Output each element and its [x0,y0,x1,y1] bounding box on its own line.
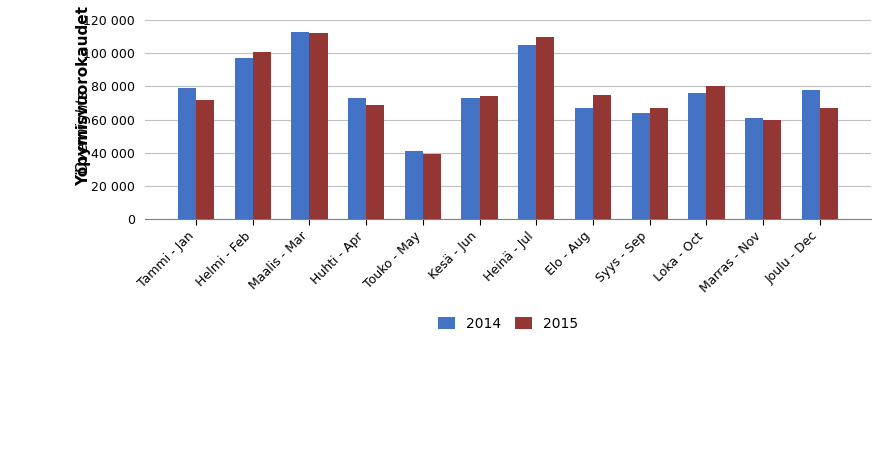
Bar [688,93,706,219]
Bar [235,58,253,219]
Bar [820,108,838,219]
Legend: 2014, 2015: 2014, 2015 [431,310,585,338]
Bar [518,45,536,219]
Bar [348,98,366,219]
Bar [649,108,668,219]
Bar [405,151,423,219]
Bar [291,32,309,219]
Bar [196,100,214,219]
Bar [366,105,385,219]
Bar [309,33,328,219]
Bar [802,90,820,219]
Bar [632,113,649,219]
Y-axis label: Yöpymisvuorokaudet
$\mathit{Overnights}$: Yöpymisvuorokaudet $\mathit{Overnights}$ [0,450,1,451]
Bar [423,154,441,219]
Text: $\mathit{Overnights}$: $\mathit{Overnights}$ [74,89,93,175]
Bar [706,86,725,219]
Bar [479,97,498,219]
Bar [253,51,271,219]
Bar [745,118,763,219]
Bar [593,95,611,219]
Bar [536,37,555,219]
Bar [462,98,479,219]
Bar [178,88,196,219]
Bar [763,120,781,219]
Bar [575,108,593,219]
Text: Yöpymisvuorokaudet: Yöpymisvuorokaudet [75,6,90,186]
